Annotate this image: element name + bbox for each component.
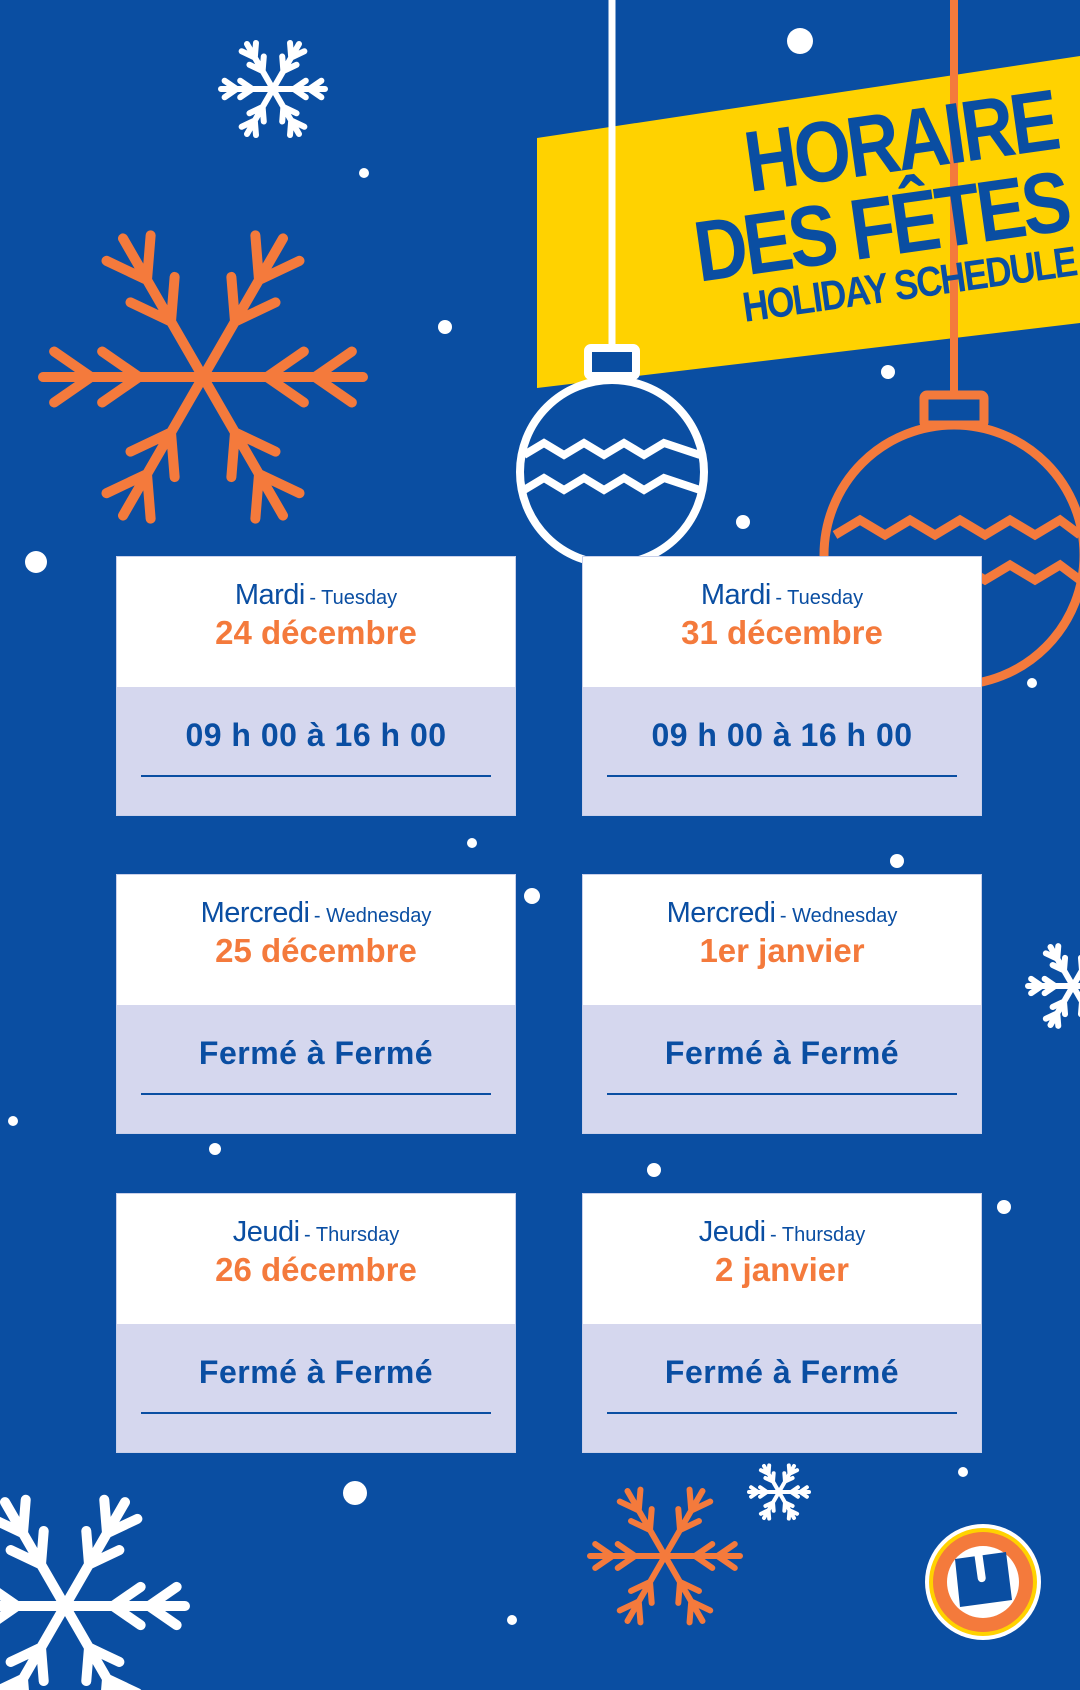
- snowflake-icon: [0, 1494, 190, 1690]
- snow-dot: [736, 515, 750, 529]
- day-en: - Wednesday: [779, 905, 898, 927]
- snow-dot: [343, 1481, 367, 1505]
- divider: [141, 775, 491, 777]
- date: 31 décembre: [681, 614, 883, 651]
- snowflake-icon: [38, 230, 368, 524]
- snow-dot: [890, 854, 904, 868]
- hours: Fermé à Fermé: [198, 1354, 434, 1390]
- divider: [607, 775, 957, 777]
- snow-dot: [881, 365, 895, 379]
- snow-dot: [524, 888, 540, 904]
- snow-dot: [1027, 678, 1037, 688]
- snowflake-icon: [1025, 943, 1080, 1029]
- date: 1er janvier: [699, 932, 865, 969]
- day-en: - Thursday: [304, 1224, 400, 1246]
- snowflake-icon: [747, 1463, 811, 1521]
- hours: 09 h 00 à 16 h 00: [651, 717, 913, 753]
- schedule-card: Mardi - Tuesday 31 décembre 09 h 00 à 16 h…: [582, 556, 982, 816]
- logo: U: [925, 1524, 1041, 1640]
- day-en: - Wednesday: [313, 905, 432, 927]
- schedule-card: Mercredi - Wednesday 1er janvier Fermé à F…: [582, 874, 982, 1134]
- snow-dot: [359, 168, 369, 178]
- day-en: - Tuesday: [775, 587, 864, 609]
- day-fr: Mardi: [700, 579, 772, 611]
- date: 25 décembre: [215, 932, 417, 969]
- snowflake-icon: [218, 39, 328, 139]
- snow-dot: [8, 1116, 18, 1126]
- schedule-card: Jeudi - Thursday 26 décembre Fermé à Fermé: [116, 1193, 516, 1453]
- hours: Fermé à Fermé: [664, 1035, 900, 1071]
- divider: [141, 1093, 491, 1095]
- snow-dot: [438, 320, 452, 334]
- day-fr: Mercredi: [666, 897, 776, 929]
- hours: Fermé à Fermé: [198, 1035, 434, 1071]
- day-fr: Jeudi: [232, 1216, 300, 1248]
- hours: Fermé à Fermé: [664, 1354, 900, 1390]
- snow-dot: [507, 1615, 517, 1625]
- snow-dot: [209, 1143, 221, 1155]
- schedule-card: Mercredi - Wednesday 25 décembre Fermé à F…: [116, 874, 516, 1134]
- date: 26 décembre: [215, 1251, 417, 1288]
- divider: [607, 1412, 957, 1414]
- divider: [141, 1412, 491, 1414]
- title-banner: [537, 56, 1080, 388]
- snow-dot: [787, 28, 813, 54]
- date: 2 janvier: [715, 1251, 849, 1288]
- day-en: - Thursday: [770, 1224, 866, 1246]
- snow-dot: [958, 1467, 968, 1477]
- snow-dot: [467, 838, 477, 848]
- snow-dot: [25, 551, 47, 573]
- divider: [607, 1093, 957, 1095]
- snow-dot: [647, 1163, 661, 1177]
- day-fr: Mercredi: [200, 897, 310, 929]
- snow-dot: [997, 1200, 1011, 1214]
- day-fr: Mardi: [234, 579, 306, 611]
- day-en: - Tuesday: [309, 587, 398, 609]
- snowflake-icon: [587, 1486, 743, 1626]
- schedule-card: Mardi - Tuesday 24 décembre 09 h 00 à 16 h…: [116, 556, 516, 816]
- day-fr: Jeudi: [698, 1216, 766, 1248]
- hours: 09 h 00 à 16 h 00: [185, 717, 447, 753]
- schedule-card: Jeudi - Thursday 2 janvier Fermé à Fermé: [582, 1193, 982, 1453]
- date: 24 décembre: [215, 614, 417, 651]
